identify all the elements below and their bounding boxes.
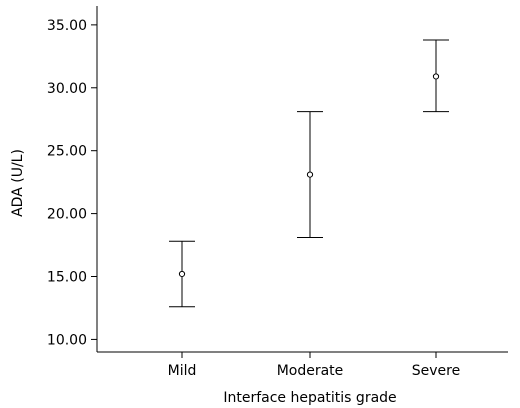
y-tick-label: 20.00 (47, 207, 87, 223)
error-bar-mild (169, 240, 195, 308)
error-bar-moderate (297, 111, 323, 239)
x-tick-label: Mild (168, 363, 197, 379)
y-tick-label: 15.00 (47, 270, 87, 286)
error-bar-severe (423, 39, 449, 113)
x-tick-label: Moderate (277, 363, 344, 379)
mean-point (432, 73, 440, 80)
mean-point (306, 171, 314, 178)
axes (96, 6, 508, 353)
y-tick-label: 25.00 (47, 144, 87, 160)
y-tick-label: 35.00 (47, 18, 87, 34)
x-tick-label: Severe (412, 363, 460, 379)
mean-point (178, 270, 186, 278)
y-axis-ticks: 10.00 15.00 20.00 25.00 30.00 35.00 (47, 18, 97, 348)
y-tick-label: 30.00 (47, 81, 87, 97)
x-axis-ticks: Mild Moderate Severe (168, 352, 460, 379)
y-tick-label: 10.00 (47, 332, 87, 348)
error-bars (169, 39, 449, 308)
y-axis-label: ADA (U/L) (10, 149, 26, 217)
x-axis-label: Interface hepatitis grade (223, 390, 396, 406)
